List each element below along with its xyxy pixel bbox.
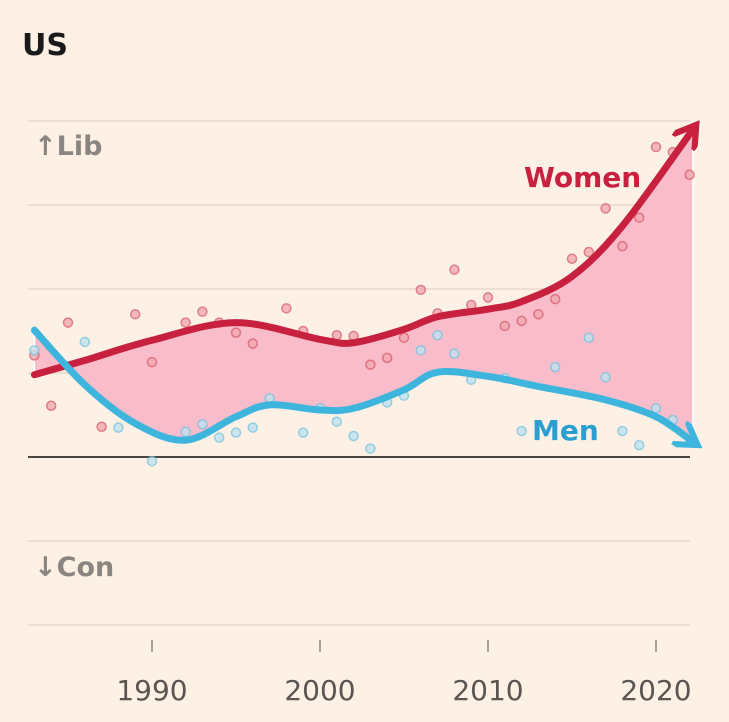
x-tick-label: 2000 [284,674,355,707]
women-data-point [180,317,191,328]
lib-label: ↑Lib [34,131,102,162]
women-data-point [684,169,695,181]
men-data-point [247,422,259,433]
men-data-point [365,443,376,454]
women-data-point [533,308,544,320]
x-axis-ticks: 1990 2000 2010 2020 [116,640,692,707]
con-label: ↓Con [34,552,114,583]
women-data-point [398,332,410,343]
women-data-point [415,284,427,296]
women-data-point [96,421,107,433]
women-data-point [482,292,494,303]
women-data-point [247,338,259,349]
men-data-point [633,439,645,451]
men-data-point [600,371,611,383]
women-data-point [365,359,376,370]
legend-women: Women [524,161,641,194]
men-data-point [180,426,191,438]
women-data-point [650,141,662,153]
men-data-point [331,416,343,427]
men-data-point [297,427,309,438]
women-data-point [499,320,511,332]
men-data-point [415,345,427,356]
women-trend-line [30,129,693,379]
women-data-point [129,308,141,320]
men-data-point [516,425,527,437]
women-data-point [62,317,74,328]
women-data-point [146,356,158,368]
women-data-point [230,327,242,338]
men-data-point [348,430,359,442]
men-data-point [583,332,595,343]
women-data-point [449,264,460,275]
men-data-point [29,345,40,356]
women-data-point [197,306,208,317]
women-data-point [281,303,292,314]
legend-men: Men [532,414,599,447]
women-data-point [549,293,561,305]
men-data-point [449,348,460,359]
men-data-point [79,336,91,348]
men-data-point [146,455,158,467]
women-data-point [583,246,595,258]
x-tick-label: 1990 [116,674,187,707]
x-tick-label: 2010 [452,674,523,707]
men-data-point [617,425,628,437]
men-data-point [650,403,662,414]
women-data-point [617,240,628,252]
men-data-point [113,422,124,433]
men-data-point [549,361,561,373]
women-data-point [516,315,527,327]
women-data-point [633,212,645,223]
chart-title: US [22,28,68,63]
women-data-point [600,203,611,214]
men-data-point [197,418,208,430]
x-tick-label: 2020 [620,674,691,707]
women-data-point [45,400,57,412]
men-trend-line [30,326,693,442]
women-data-point [381,352,393,364]
men-data-point [213,432,225,443]
men-data-point [230,427,242,438]
women-data-point [331,329,343,341]
men-data-point [432,329,443,341]
women-data-point [566,253,578,265]
